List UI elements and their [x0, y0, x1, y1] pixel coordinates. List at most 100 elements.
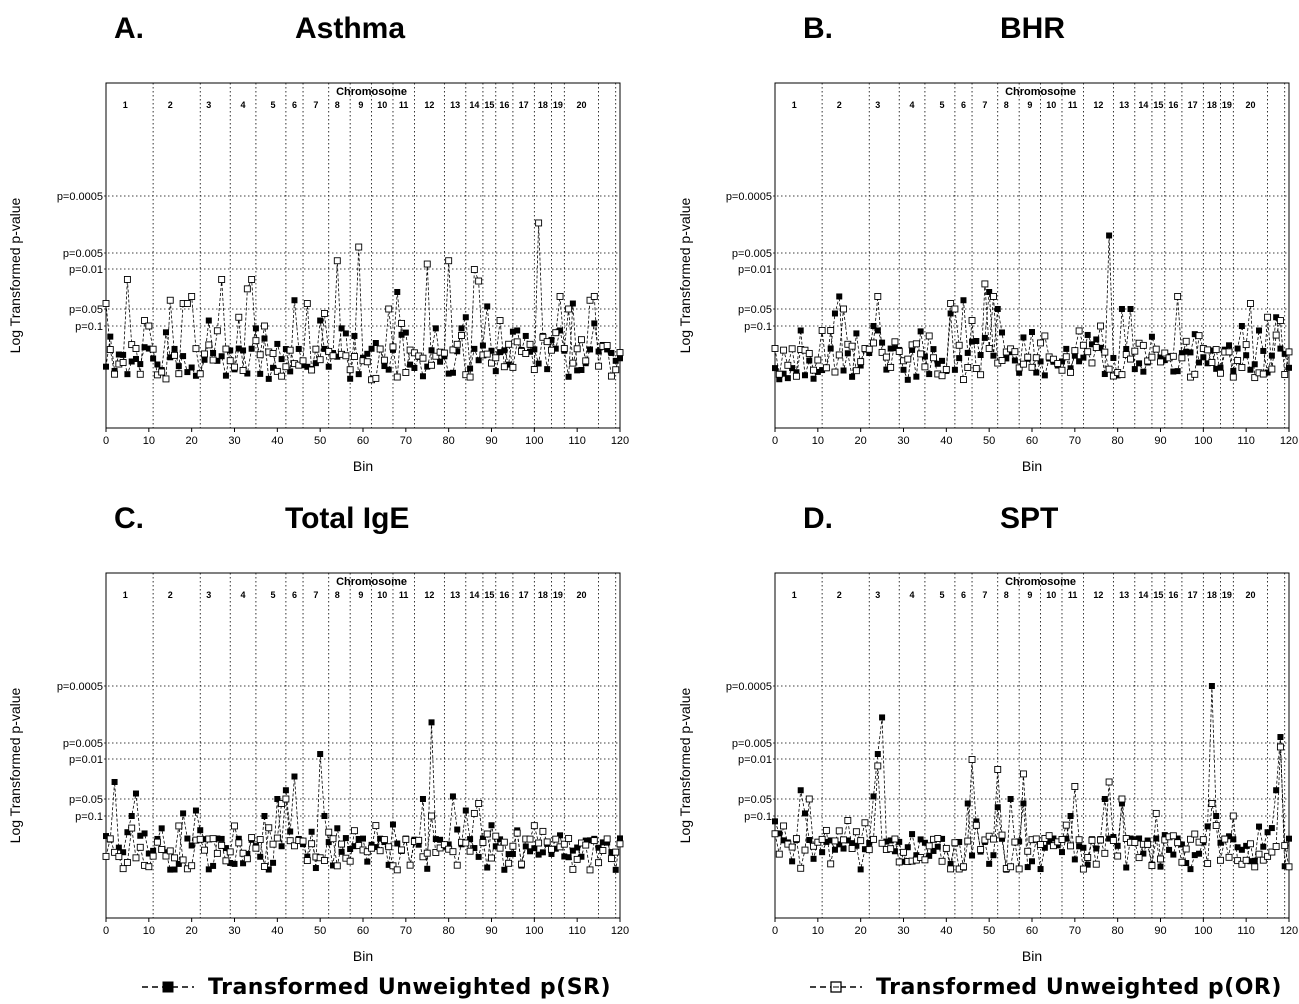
data-point: [304, 853, 311, 860]
data-point: [557, 832, 564, 839]
data-point: [1286, 364, 1292, 371]
data-point: [891, 835, 899, 843]
data-point: [797, 864, 805, 872]
data-point: [1217, 856, 1224, 864]
data-point: [891, 345, 898, 352]
data-point: [1080, 844, 1087, 851]
data-point: [569, 847, 576, 854]
chromosome-label: 17: [519, 590, 529, 600]
data-point: [243, 855, 251, 863]
data-point: [1041, 844, 1048, 851]
x-tick-label: 60: [357, 435, 369, 447]
data-point: [1234, 844, 1241, 851]
data-point: [162, 849, 169, 856]
data-point: [789, 858, 796, 865]
data-point: [990, 293, 997, 300]
chromosome-label: 6: [961, 100, 966, 110]
p-threshold-label: p=0.1: [75, 321, 103, 333]
chromosome-label: 17: [1188, 100, 1198, 110]
data-point: [595, 859, 603, 867]
data-point: [896, 838, 903, 845]
chromosome-label: 5: [271, 100, 276, 110]
data-point: [1037, 339, 1045, 347]
data-point: [136, 370, 144, 378]
x-tick-label: 110: [568, 435, 586, 447]
data-point: [522, 332, 529, 339]
data-point: [107, 333, 114, 340]
data-point: [406, 861, 414, 869]
x-tick-label: 30: [228, 925, 240, 937]
data-point: [831, 846, 838, 853]
data-point: [981, 836, 989, 844]
data-point: [115, 853, 123, 861]
data-point: [1029, 858, 1035, 865]
data-point: [372, 374, 380, 382]
data-point: [977, 351, 984, 358]
data-point: [257, 853, 264, 860]
data-point: [462, 839, 470, 847]
data-point: [278, 356, 285, 363]
data-point: [1170, 851, 1177, 858]
data-point: [1041, 372, 1048, 379]
data-point: [1024, 864, 1031, 871]
data-point: [887, 837, 894, 844]
data-point: [1084, 331, 1091, 338]
data-point: [1106, 232, 1113, 239]
data-point: [218, 835, 225, 842]
data-point: [535, 360, 542, 367]
chromosome-label: 7: [313, 100, 318, 110]
data-point: [205, 341, 213, 349]
data-point: [334, 825, 341, 832]
x-tick-label: 20: [186, 435, 198, 447]
data-point: [488, 347, 495, 354]
x-tick-label: 0: [103, 435, 109, 447]
data-point: [453, 861, 461, 869]
data-point: [844, 837, 851, 844]
data-point: [942, 366, 950, 373]
x-tick-label: 70: [1069, 925, 1081, 937]
chromosome-label: 9: [1027, 100, 1032, 110]
chromosome-label: 1: [123, 100, 128, 110]
data-point: [806, 357, 813, 364]
chromosome-label: 19: [553, 100, 563, 110]
data-point: [603, 835, 611, 843]
data-point: [552, 329, 560, 337]
data-point: [827, 837, 834, 844]
x-tick-label: 40: [940, 925, 952, 937]
data-point: [1109, 372, 1117, 380]
data-point: [1127, 305, 1134, 312]
x-tick-label: 40: [271, 435, 283, 447]
data-point: [793, 369, 800, 376]
p-threshold-label: p=0.05: [738, 304, 772, 316]
data-point: [471, 345, 478, 352]
data-point: [1196, 359, 1203, 366]
data-point: [106, 346, 114, 353]
data-point: [986, 860, 993, 867]
data-point: [1058, 849, 1065, 856]
data-point: [1097, 836, 1104, 844]
y-axis-label: Log Transformed p-value: [7, 197, 23, 353]
chromosome-label: 16: [499, 590, 509, 600]
data-point: [248, 834, 256, 842]
data-point: [1204, 346, 1212, 354]
data-point: [1191, 830, 1199, 838]
data-point: [1273, 314, 1280, 321]
data-point: [968, 317, 976, 324]
data-point: [248, 345, 255, 352]
data-point: [1268, 848, 1276, 856]
data-point: [591, 320, 598, 327]
data-point: [1238, 323, 1245, 329]
data-point: [350, 827, 358, 835]
data-point: [402, 369, 410, 376]
data-point: [256, 351, 264, 359]
data-point: [964, 837, 972, 845]
data-point: [1247, 366, 1254, 373]
data-point: [1054, 360, 1062, 367]
data-point: [1033, 369, 1040, 376]
data-point: [505, 859, 513, 867]
data-point: [123, 859, 131, 866]
data-point: [587, 346, 594, 353]
chromosome-label: 15: [1153, 590, 1163, 600]
data-point: [990, 852, 997, 859]
